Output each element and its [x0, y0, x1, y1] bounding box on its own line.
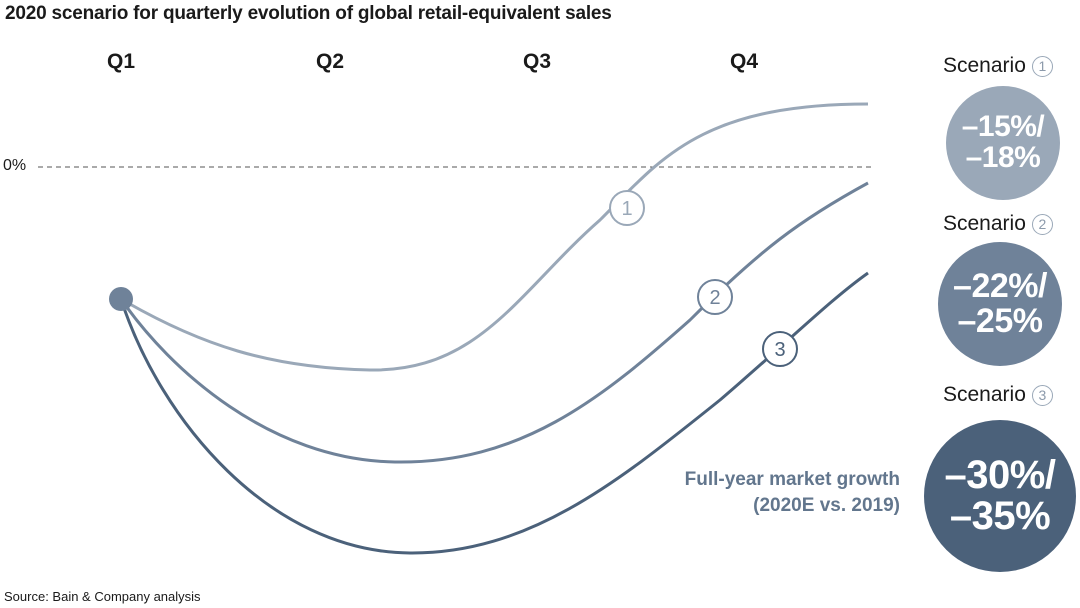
scenario-2-value-line1: –22%/: [953, 267, 1047, 306]
growth-annotation-line1: Full-year market growth: [684, 469, 900, 490]
curve-marker-3-label: 3: [774, 339, 785, 361]
scenario-2-label-text: Scenario: [943, 212, 1026, 235]
scenario-1-number: 1: [1031, 55, 1053, 77]
scenario-3-value-line2: –35%: [949, 494, 1051, 538]
quarter-label-q1: Q1: [106, 50, 136, 73]
scenario-2-bubble: –22%/ –25%: [938, 242, 1062, 366]
scenario-1-line: [120, 102, 869, 372]
start-point: [109, 287, 133, 311]
curve-marker-3: 3: [762, 331, 798, 367]
quarter-label-q3: Q3: [522, 50, 552, 73]
scenario-1-value-line2: –18%: [965, 141, 1041, 174]
growth-annotation-line2: (2020E vs. 2019): [753, 494, 900, 516]
scenario-3-value-line1: –30%/: [944, 453, 1056, 498]
source-note: Source: Bain & Company analysis: [4, 589, 201, 604]
zero-baseline-label: 0%: [3, 157, 27, 174]
scenario-2-value-line2: –25%: [957, 302, 1043, 340]
scenario-1-label: Scenario 1: [943, 54, 1053, 78]
scenario-2-number: 2: [1031, 213, 1053, 235]
growth-annotation: Full-year market growth (2020E vs. 2019): [685, 467, 900, 518]
scenario-1-bubble: –15%/ –18%: [946, 86, 1060, 200]
curve-marker-1-label: 1: [621, 198, 632, 220]
curve-marker-2-label: 2: [709, 287, 720, 309]
scenario-3-label-text: Scenario: [943, 383, 1026, 406]
scenario-1-value-line1: –15%/: [961, 110, 1045, 144]
scenario-2-line: [119, 181, 869, 464]
scenario-3-number: 3: [1031, 384, 1053, 406]
quarter-label-q2: Q2: [315, 50, 345, 73]
scenario-3-bubble: –30%/ –35%: [924, 420, 1076, 572]
scenario-2-label: Scenario 2: [943, 212, 1053, 236]
quarter-label-q4: Q4: [729, 50, 759, 73]
scenario-3-label: Scenario 3: [943, 383, 1053, 407]
curve-marker-1: 1: [609, 190, 645, 226]
scenario-1-label-text: Scenario: [943, 54, 1026, 77]
chart-title: 2020 scenario for quarterly evolution of…: [5, 3, 612, 24]
curve-marker-2: 2: [697, 279, 733, 315]
